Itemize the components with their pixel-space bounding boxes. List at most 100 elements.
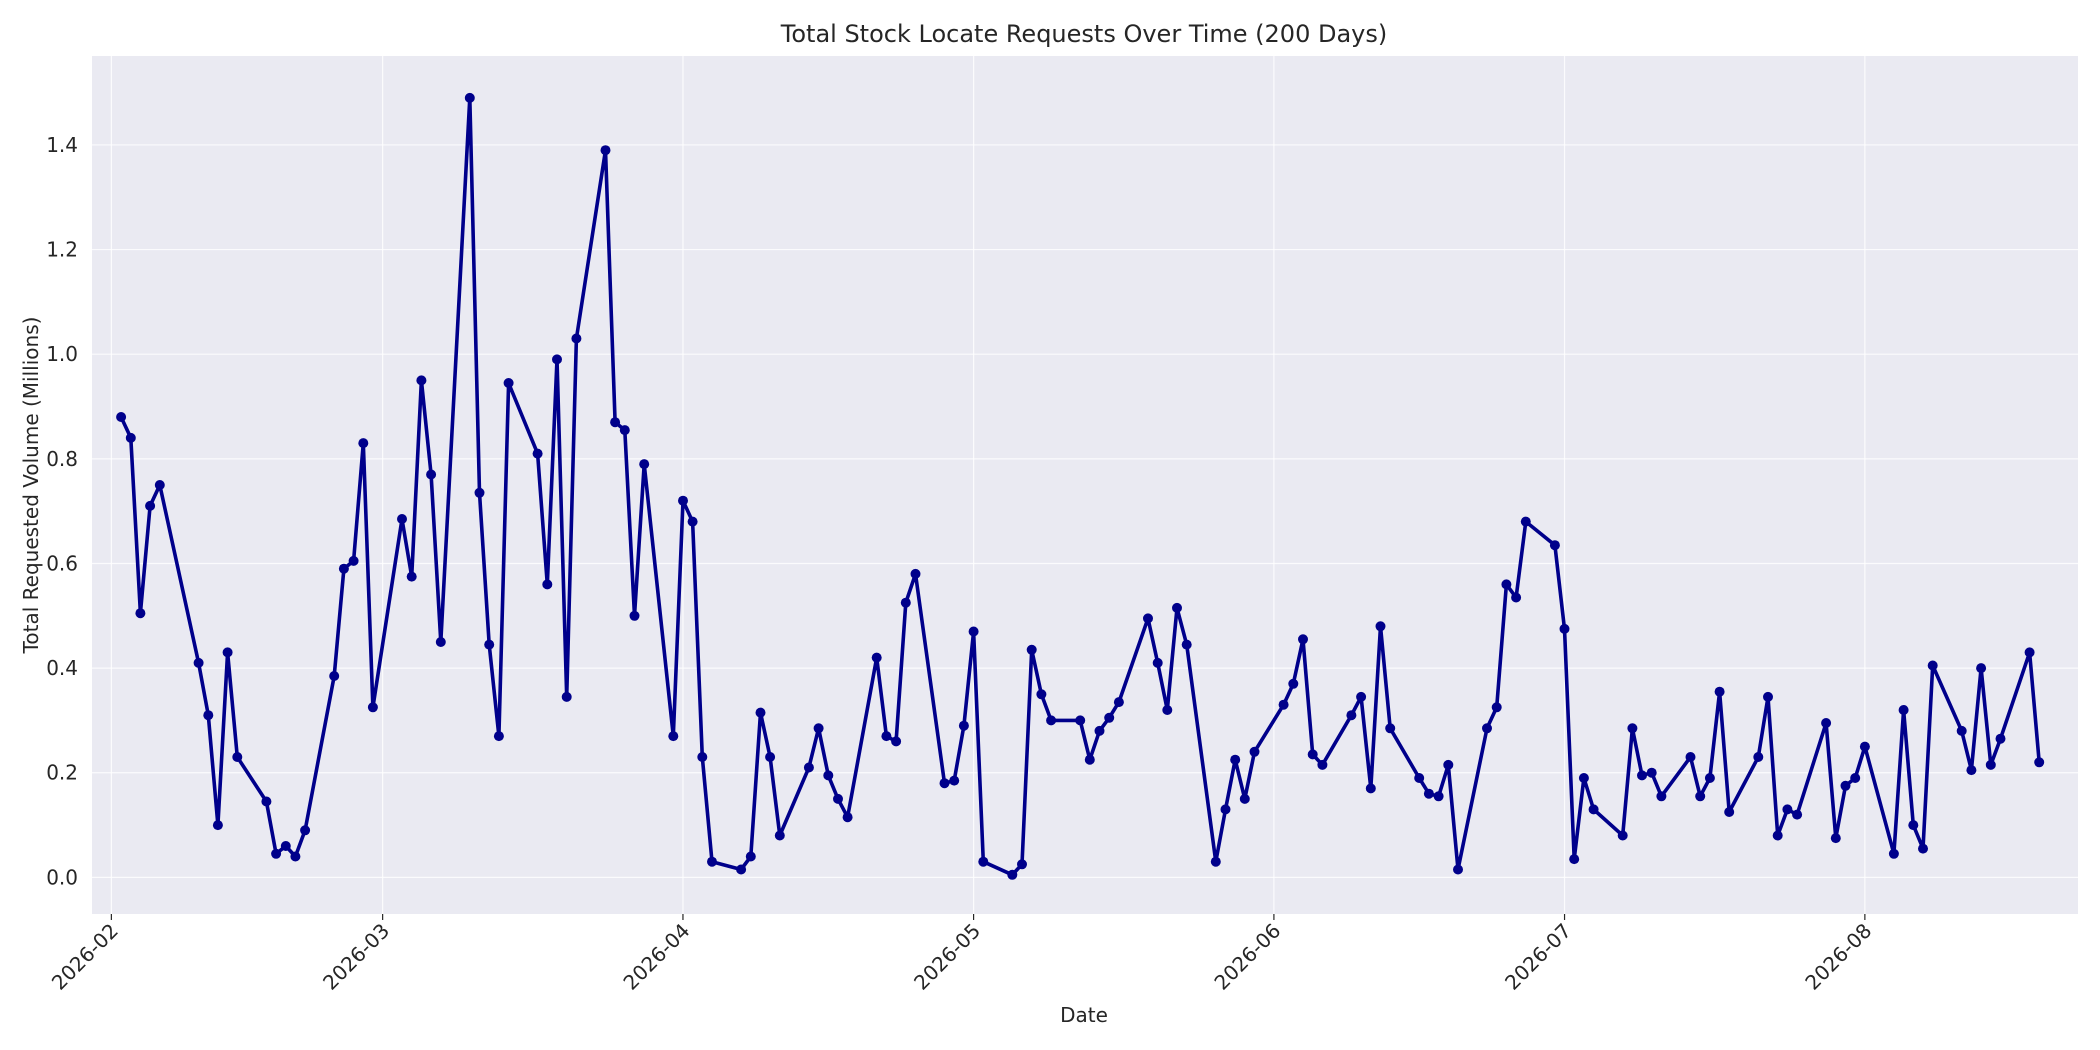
data-point <box>1210 856 1221 867</box>
data-point <box>1220 804 1231 815</box>
y-tick-label: 1.0 <box>46 342 78 366</box>
data-point <box>668 731 679 742</box>
y-tick-label: 1.4 <box>46 133 78 157</box>
data-point <box>290 851 301 862</box>
data-point <box>1976 663 1987 674</box>
y-tick-label: 0.8 <box>46 447 78 471</box>
data-point <box>639 459 650 470</box>
data-point <box>1763 691 1773 702</box>
data-point <box>1695 791 1706 802</box>
data-point <box>1298 634 1308 645</box>
data-point <box>958 720 969 731</box>
data-point <box>1685 752 1696 762</box>
data-point <box>397 514 407 524</box>
data-point <box>426 469 437 480</box>
series-line <box>119 96 2041 877</box>
data-point <box>2034 757 2045 768</box>
data-point <box>193 657 204 668</box>
data-point <box>1656 791 1667 802</box>
data-point <box>484 639 495 650</box>
data-point <box>1026 644 1037 655</box>
data-point <box>745 851 756 862</box>
data-point <box>1249 746 1260 757</box>
data-point <box>367 702 378 713</box>
chart-title: Total Stock Locate Requests Over Time (2… <box>780 20 1387 48</box>
data-point <box>1491 702 1502 713</box>
data-point <box>1753 752 1764 762</box>
data-point <box>542 579 553 590</box>
data-point <box>1859 741 1870 752</box>
x-axis-ticks: 2026-02 2026-03 2026-04 2026-05 2026-06 2026-… <box>47 914 1876 995</box>
y-tick-label: 1.2 <box>46 238 78 262</box>
data-point <box>1036 689 1047 700</box>
data-point <box>891 736 902 747</box>
data-point <box>1278 699 1289 710</box>
data-point <box>1346 710 1357 721</box>
data-point <box>755 707 766 718</box>
data-point <box>600 145 611 156</box>
data-point <box>1423 788 1434 799</box>
data-point <box>271 848 282 859</box>
data-point <box>125 432 136 443</box>
x-tick-label: 2026-03 <box>318 919 394 995</box>
x-tick-label: 2026-04 <box>618 919 694 995</box>
data-point <box>1453 864 1463 875</box>
data-point <box>329 671 340 681</box>
y-tick-label: 0.4 <box>46 656 78 680</box>
data-point <box>416 375 427 386</box>
data-point <box>1017 859 1027 870</box>
data-point <box>1724 807 1735 817</box>
data-point <box>1375 621 1386 632</box>
data-point <box>978 856 989 867</box>
data-point <box>1927 660 1938 671</box>
data-point <box>619 425 630 436</box>
data-point <box>900 597 911 608</box>
data-point <box>358 438 369 449</box>
data-point <box>2024 647 2035 658</box>
data-point <box>1559 623 1570 634</box>
data-point <box>1627 723 1638 734</box>
y-axis-ticks: 0.0 0.2 0.4 0.6 0.8 1.0 1.2 1.4 <box>46 133 78 889</box>
data-point <box>910 568 921 579</box>
x-tick-label: 2026-05 <box>909 919 985 995</box>
data-point <box>1084 754 1095 765</box>
data-point <box>1094 725 1105 736</box>
data-point <box>1985 759 1996 770</box>
data-point <box>493 731 504 742</box>
data-point <box>697 752 708 762</box>
data-point <box>406 571 417 582</box>
data-point <box>1317 759 1328 770</box>
data-point <box>823 770 834 781</box>
data-point <box>1152 657 1163 668</box>
data-point <box>1307 749 1318 760</box>
data-point <box>774 830 785 841</box>
x-tick-label: 2026-07 <box>1500 919 1576 995</box>
data-point <box>561 691 572 702</box>
data-point <box>1520 516 1531 527</box>
data-point <box>1888 848 1899 859</box>
data-point <box>1162 705 1173 715</box>
data-point <box>1181 639 1192 650</box>
data-point <box>532 448 543 459</box>
data-point <box>1075 715 1086 726</box>
data-point <box>610 417 621 428</box>
data-point <box>881 731 892 742</box>
data-point <box>1918 843 1928 854</box>
data-point <box>1356 691 1367 702</box>
data-point <box>1840 780 1851 791</box>
data-point <box>1113 697 1124 708</box>
data-point <box>232 752 243 762</box>
data-point <box>464 92 475 103</box>
data-point <box>1239 793 1250 804</box>
data-point <box>1433 791 1444 802</box>
data-point <box>1956 725 1967 736</box>
data-point <box>1821 718 1832 728</box>
data-point <box>736 864 747 875</box>
data-point <box>1792 809 1803 820</box>
y-axis-label: Total Requested Volume (Millions) <box>19 317 43 655</box>
data-point <box>1365 783 1376 794</box>
data-point <box>116 412 127 422</box>
data-point <box>1501 579 1512 590</box>
data-point <box>1414 773 1425 783</box>
